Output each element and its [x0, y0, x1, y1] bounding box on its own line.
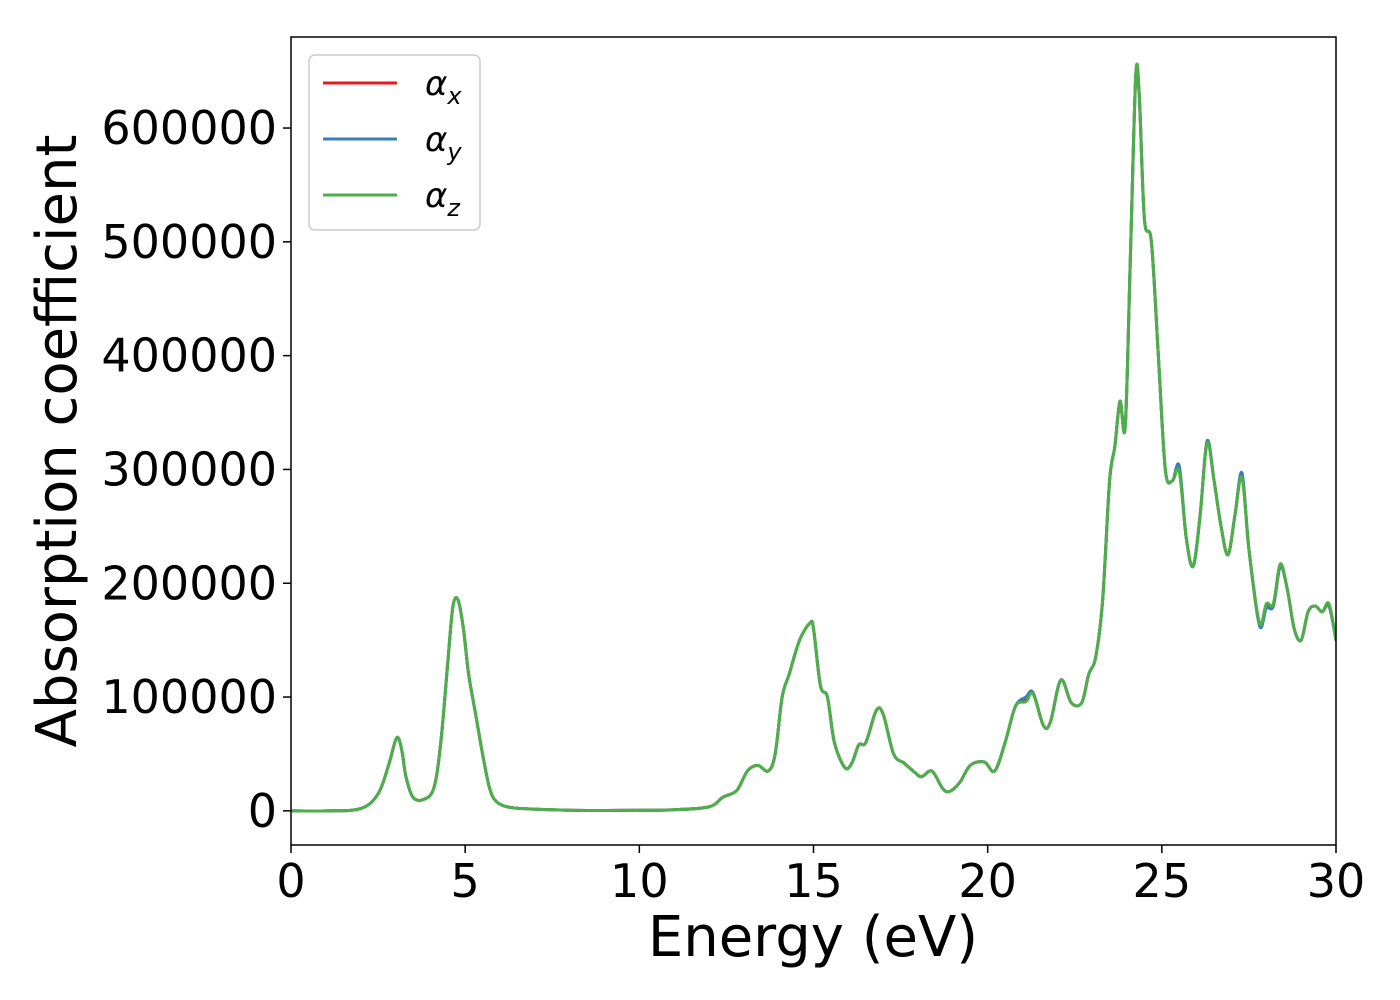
x-tick-label: 30: [1307, 854, 1366, 908]
y-tick-label: 300000: [101, 442, 277, 496]
y-tick-label: 200000: [101, 556, 277, 610]
x-axis-ticks: 0 5 10 15 20 25 30: [276, 845, 1365, 908]
legend-label-y: αy: [425, 120, 462, 166]
series-layer: [291, 62, 1336, 813]
series-line-z: [291, 62, 1336, 813]
y-tick-label: 600000: [101, 101, 277, 155]
y-tick-label: 400000: [101, 329, 277, 383]
y-tick-label: 0: [248, 784, 277, 838]
x-tick-label: 0: [276, 854, 305, 908]
legend-label-x: αx: [425, 64, 462, 110]
y-tick-label: 100000: [101, 670, 277, 724]
legend-box: [308, 54, 481, 231]
x-tick-label: 25: [1133, 854, 1192, 908]
y-axis-title: Absorption coefficient: [25, 135, 90, 748]
legend-label-z: αz: [425, 176, 461, 222]
legend: αx αy αz: [308, 54, 481, 231]
x-tick-label: 20: [958, 854, 1017, 908]
x-axis-title: Energy (eV): [648, 905, 978, 970]
x-tick-label: 15: [784, 854, 843, 908]
y-axis-ticks: 0 100000 200000 300000 400000 500000 600000: [101, 101, 291, 838]
legend-entries: αx αy αz: [323, 64, 462, 222]
y-tick-label: 500000: [101, 215, 277, 269]
x-tick-label: 10: [610, 854, 669, 908]
x-tick-label: 5: [451, 854, 480, 908]
